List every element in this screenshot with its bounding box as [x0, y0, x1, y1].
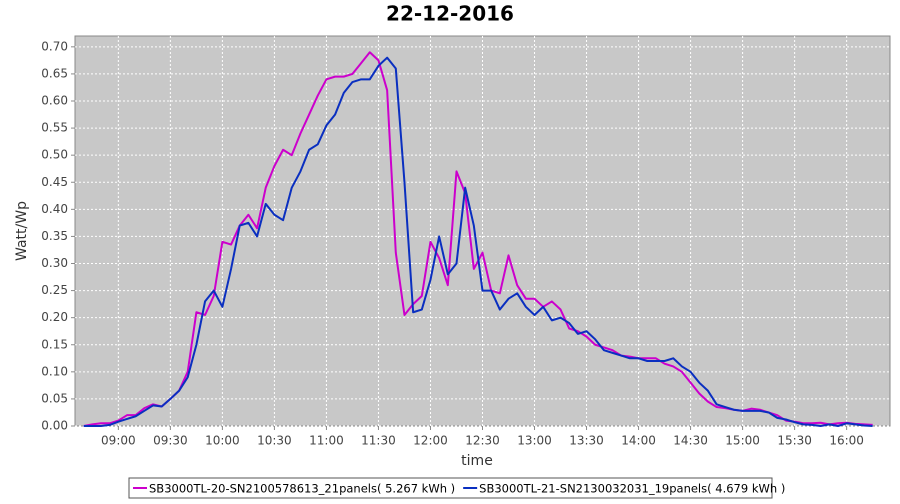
- x-tick-label: 16:00: [829, 434, 864, 448]
- y-tick-label: 0.25: [41, 283, 68, 297]
- x-tick-label: 09:00: [101, 434, 136, 448]
- y-tick-label: 0.35: [41, 229, 68, 243]
- x-tick-label: 12:00: [413, 434, 448, 448]
- y-tick-label: 0.00: [41, 419, 68, 433]
- legend-box: [128, 477, 773, 499]
- legend-label: SB3000TL-20-SN2100578613_21panels( 5.267…: [149, 482, 455, 496]
- y-tick-label: 0.45: [41, 175, 68, 189]
- y-tick-label: 0.30: [41, 256, 68, 270]
- x-tick-label: 12:30: [465, 434, 500, 448]
- y-tick-label: 0.65: [41, 66, 68, 80]
- y-tick-label: 0.70: [41, 39, 68, 53]
- y-tick-label: 0.05: [41, 391, 68, 405]
- x-tick-label: 14:30: [673, 434, 708, 448]
- y-tick-label: 0.40: [41, 202, 68, 216]
- y-tick-label: 0.60: [41, 94, 68, 108]
- y-axis-label: Watt/Wp: [14, 201, 30, 261]
- y-tick-label: 0.55: [41, 121, 68, 135]
- legend-label: SB3000TL-21-SN2130032031_19panels( 4.679…: [479, 482, 785, 496]
- chart-title: 22-12-2016: [386, 2, 514, 26]
- x-tick-label: 15:00: [725, 434, 760, 448]
- x-tick-label: 15:30: [777, 434, 812, 448]
- x-axis-label: time: [461, 453, 493, 469]
- x-tick-label: 14:00: [621, 434, 656, 448]
- y-tick-label: 0.10: [41, 364, 68, 378]
- series-line: [83, 56, 873, 427]
- x-tick-label: 13:00: [517, 434, 552, 448]
- y-tick-label: 0.20: [41, 310, 68, 324]
- x-tick-label: 09:30: [153, 434, 188, 448]
- y-tick-label: 0.50: [41, 148, 68, 162]
- x-tick-label: 11:00: [309, 434, 344, 448]
- x-tick-label: 10:00: [205, 434, 240, 448]
- x-tick-label: 11:30: [361, 434, 396, 448]
- x-tick-label: 10:30: [257, 434, 292, 448]
- y-tick-label: 0.15: [41, 337, 68, 351]
- plot-area: [74, 35, 891, 427]
- x-tick-label: 13:30: [569, 434, 604, 448]
